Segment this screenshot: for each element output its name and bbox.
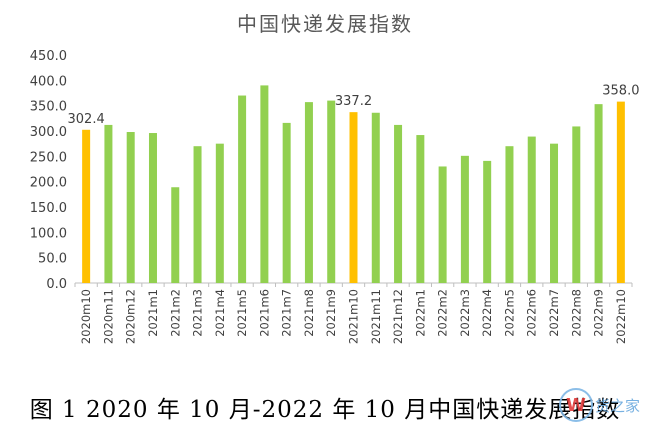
x-tick-label: 2021m3	[191, 289, 205, 337]
x-tick-label: 2020m12	[124, 289, 138, 344]
x-tick-label: 2022m7	[547, 289, 561, 337]
watermark: W 货之家	[558, 388, 640, 422]
y-tick-label: 400.0	[30, 74, 67, 89]
bar	[215, 143, 224, 283]
bar	[505, 146, 514, 283]
data-label: 302.4	[68, 112, 105, 127]
y-tick-label: 50.0	[38, 252, 67, 267]
bar	[594, 104, 603, 283]
x-tick-label: 2021m5	[235, 289, 249, 337]
bar	[483, 160, 492, 283]
y-tick-label: 250.0	[30, 150, 67, 165]
data-label: 337.2	[335, 94, 372, 109]
x-tick-label: 2021m4	[213, 289, 227, 337]
x-tick-label: 2021m2	[168, 289, 182, 337]
bar	[282, 122, 291, 283]
y-tick-label: 200.0	[30, 176, 67, 191]
x-tick-label: 2021m6	[257, 289, 271, 337]
x-tick-label: 2022m4	[480, 289, 494, 337]
x-tick-label: 2022m3	[458, 289, 472, 337]
bar	[349, 112, 358, 283]
bar	[82, 129, 91, 283]
x-tick-label: 2021m7	[280, 289, 294, 337]
bar	[193, 146, 202, 283]
x-tick-label: 2022m6	[525, 289, 539, 337]
x-tick-label: 2022m8	[569, 289, 583, 337]
data-label: 358.0	[602, 84, 639, 99]
bar	[394, 124, 403, 283]
y-tick-label: 350.0	[30, 100, 67, 115]
bar	[327, 100, 336, 283]
bar	[371, 112, 380, 283]
watermark-text: 货之家	[594, 396, 640, 415]
y-tick-label: 100.0	[30, 226, 67, 241]
x-tick-label: 2021m1	[146, 289, 160, 337]
bar	[104, 124, 113, 283]
x-tick-label: 2022m2	[436, 289, 450, 337]
bar	[260, 85, 269, 284]
x-tick-label: 2022m9	[592, 289, 606, 337]
bar	[126, 132, 135, 283]
x-tick-label: 2021m12	[391, 289, 405, 344]
x-tick-label: 2021m10	[347, 289, 361, 344]
y-tick-label: 150.0	[30, 201, 67, 216]
x-tick-label: 2022m1	[413, 289, 427, 337]
x-tick-label: 2021m11	[369, 289, 383, 344]
y-tick-label: 450.0	[30, 49, 67, 64]
chart-title: 中国快递发展指数	[237, 12, 413, 36]
bar	[438, 166, 447, 283]
bar	[171, 187, 180, 283]
bar	[572, 126, 581, 283]
x-tick-label: 2022m5	[502, 289, 516, 337]
bar	[550, 143, 559, 283]
bar	[527, 136, 536, 283]
bar	[238, 95, 247, 284]
watermark-logo-icon: W	[558, 388, 593, 422]
bar	[148, 133, 157, 283]
x-tick-label: 2020m10	[79, 289, 93, 344]
figure-caption: 图 1 2020 年 10 月-2022 年 10 月中国快递发展指数	[29, 397, 621, 423]
x-tick-label: 2020m11	[101, 289, 115, 344]
bar	[304, 102, 313, 284]
x-tick-label: 2022m10	[614, 289, 628, 344]
x-tick-label: 2021m9	[324, 289, 338, 337]
bar	[460, 155, 469, 283]
y-tick-label: 0.0	[46, 277, 67, 292]
x-tick-label: 2021m8	[302, 289, 316, 337]
bar	[416, 135, 425, 283]
y-tick-label: 300.0	[30, 125, 67, 140]
bar	[616, 101, 625, 283]
